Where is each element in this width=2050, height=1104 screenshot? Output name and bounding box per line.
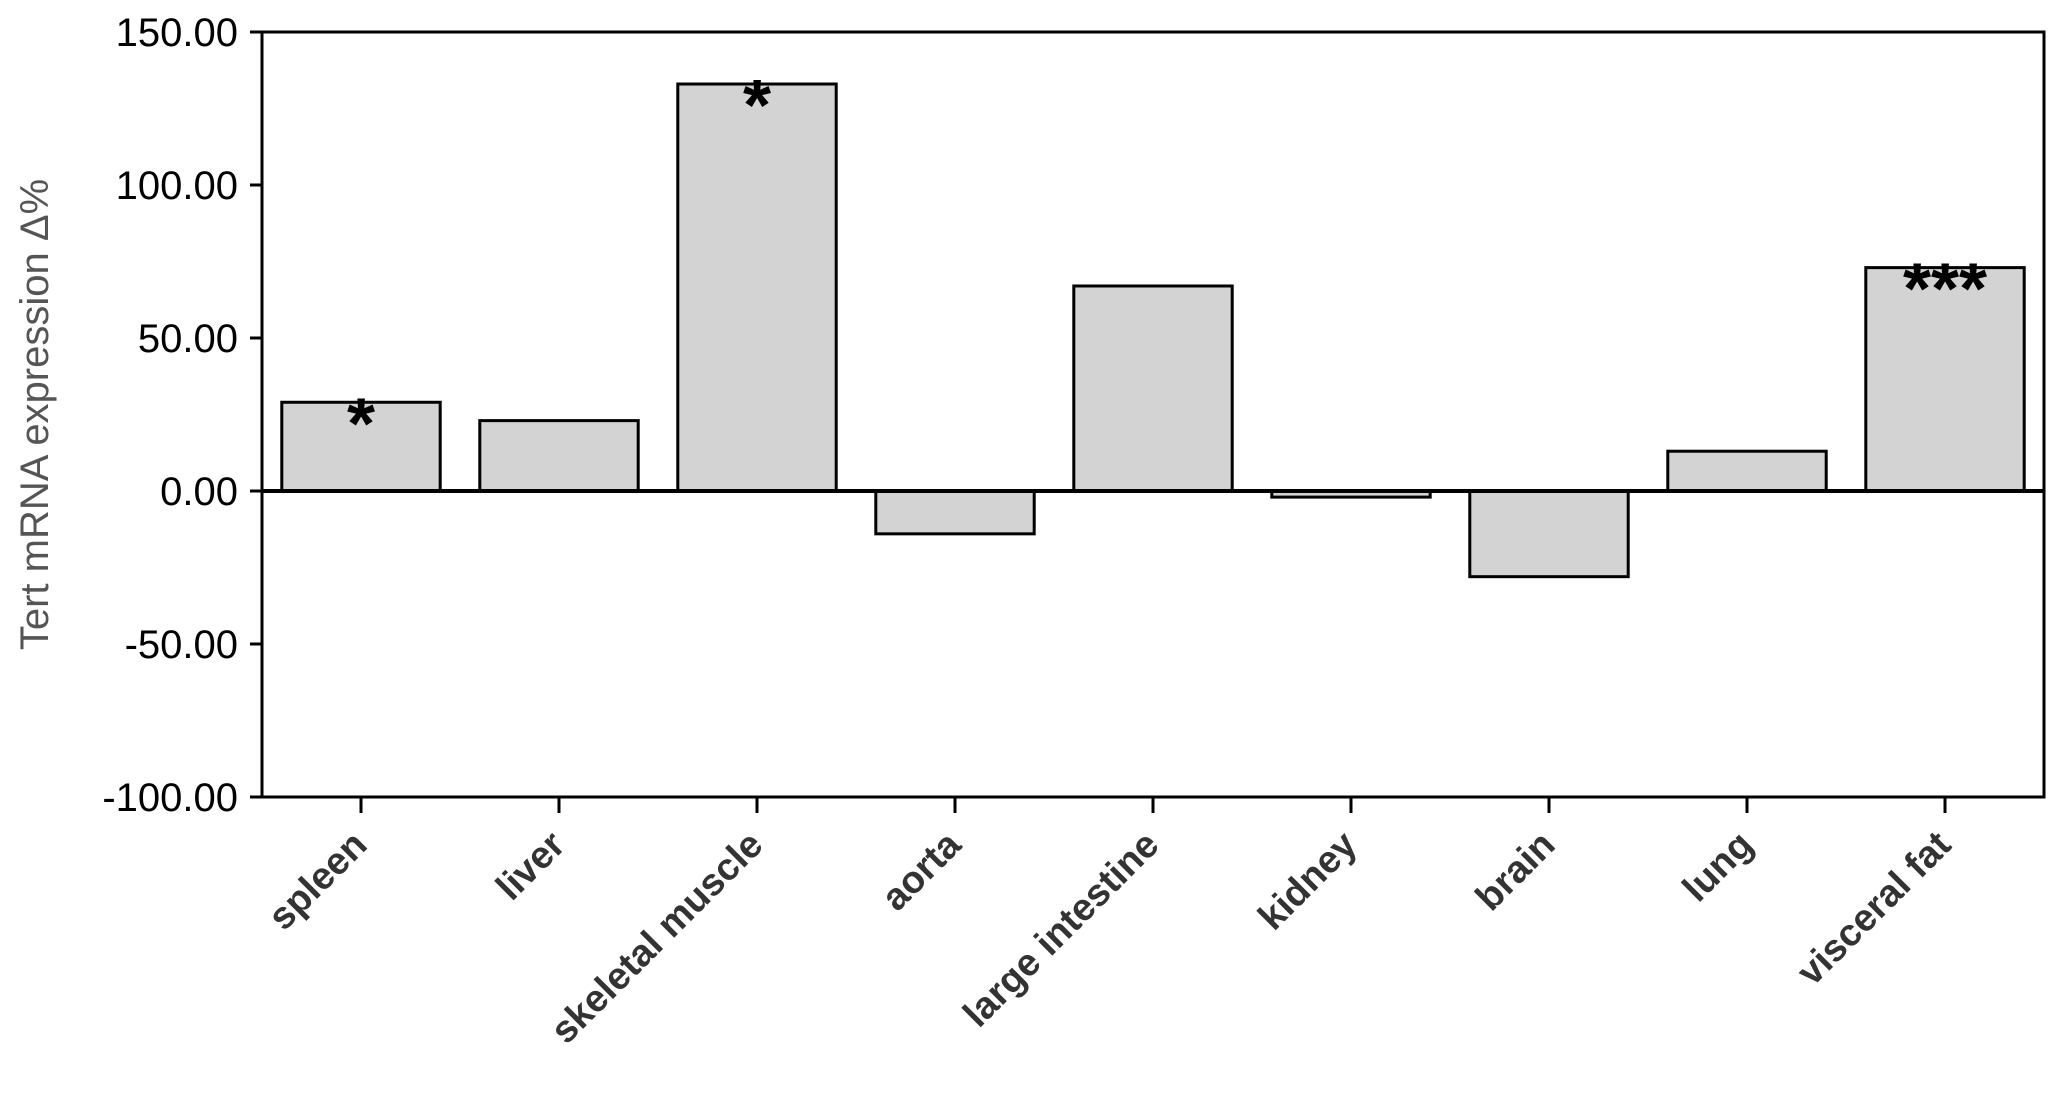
x-tick-label: visceral fat (1789, 823, 1959, 993)
bar-brain (1468, 489, 1630, 579)
bar-skeletal-muscle (676, 82, 838, 493)
x-tick-label: skeletal muscle (543, 824, 771, 1052)
y-axis-label: Tert mRNA expression Δ% (13, 179, 57, 650)
significance-marker: * (347, 384, 375, 464)
x-tick-label: kidney (1251, 824, 1366, 939)
bar-aorta (874, 489, 1036, 536)
y-tick-label: 150.00 (116, 11, 238, 55)
bar-large-intestine (1072, 284, 1234, 493)
x-tick-label: liver (488, 824, 573, 909)
bar-lung (1666, 449, 1828, 493)
y-tick-label: -50.00 (125, 623, 238, 667)
significance-marker: *** (1903, 250, 1987, 330)
x-tick-label: spleen (261, 824, 376, 939)
bars (280, 82, 2026, 579)
y-tick-label: 0.00 (160, 470, 238, 514)
y-tick-label: -100.00 (102, 776, 238, 820)
x-tick-label: brain (1468, 824, 1563, 919)
bar-visceral-fat (1864, 266, 2026, 493)
y-tick-label: 50.00 (138, 317, 238, 361)
x-tick-label: large intestine (955, 824, 1167, 1036)
significance-marker: * (743, 66, 771, 146)
x-tick-label: aorta (874, 823, 970, 919)
y-tick-label: 100.00 (116, 164, 238, 208)
significance-markers: ***** (347, 66, 1987, 464)
y-axis: 150.00 100.00 50.00 0.00 -50.00 -100.00 (102, 11, 262, 820)
x-tick-label: lung (1675, 824, 1761, 910)
bar-liver (478, 419, 640, 493)
